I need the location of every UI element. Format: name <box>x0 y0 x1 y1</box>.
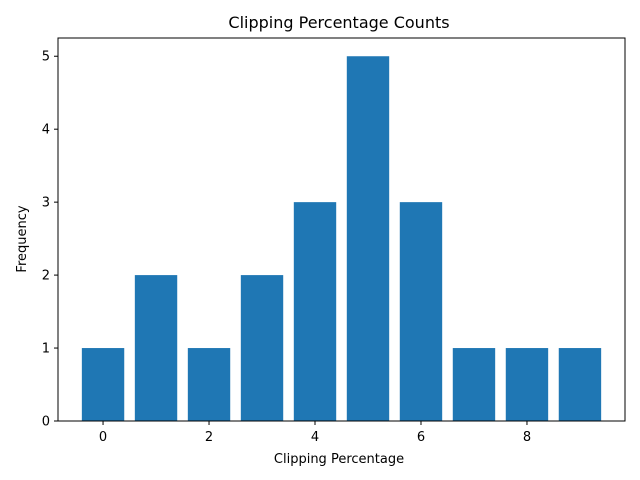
bar-1 <box>134 275 178 421</box>
bar-3 <box>240 275 284 421</box>
bar-6 <box>399 202 443 421</box>
y-tick-label: 0 <box>42 415 50 430</box>
x-tick-label: 8 <box>523 430 531 445</box>
y-tick-label: 4 <box>42 123 50 138</box>
bars-layer <box>81 56 602 421</box>
chart-title: Clipping Percentage Counts <box>228 13 449 32</box>
x-axis-label: Clipping Percentage <box>274 452 404 467</box>
bar-7 <box>452 348 496 421</box>
bar-0 <box>81 348 125 421</box>
x-tick-label: 6 <box>417 430 425 445</box>
axes-layer: 0 2 4 6 8 0 1 2 3 4 5 <box>42 37 626 445</box>
bar-5 <box>346 56 390 421</box>
y-tick-label: 3 <box>42 196 50 211</box>
bar-2 <box>187 348 231 421</box>
bar-9 <box>558 348 602 421</box>
y-tick-label: 1 <box>42 342 50 357</box>
y-tick-label: 5 <box>42 50 50 65</box>
plot-frame <box>57 37 626 422</box>
x-tick-label: 2 <box>205 430 213 445</box>
x-tick-label: 4 <box>311 430 319 445</box>
y-axis-label: Frequency <box>15 205 30 272</box>
bar-4 <box>293 202 337 421</box>
y-tick-label: 2 <box>42 269 50 284</box>
bar-8 <box>505 348 549 421</box>
x-tick-label: 0 <box>99 430 107 445</box>
